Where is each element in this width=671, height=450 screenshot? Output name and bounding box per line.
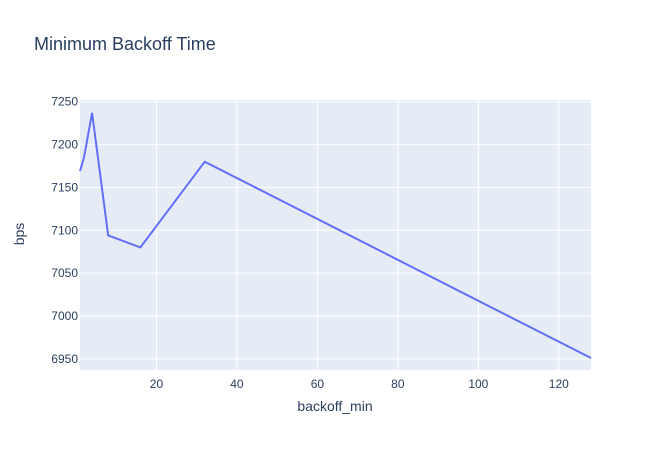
y-tick-label: 6950 bbox=[51, 352, 78, 366]
grid-lines bbox=[80, 100, 591, 370]
x-tick-label: 40 bbox=[230, 377, 244, 391]
y-tick-label: 7100 bbox=[51, 223, 78, 237]
x-axis-label: backoff_min bbox=[297, 398, 372, 414]
x-axis-ticks: 20 40 60 80 100 120 bbox=[150, 377, 569, 391]
series-line-bps bbox=[79, 112, 592, 359]
x-tick-label: 100 bbox=[468, 377, 488, 391]
x-tick-label: 80 bbox=[391, 377, 405, 391]
x-tick-label: 20 bbox=[150, 377, 164, 391]
x-tick-label: 60 bbox=[311, 377, 325, 391]
x-tick-label: 120 bbox=[549, 377, 569, 391]
y-tick-label: 7000 bbox=[51, 309, 78, 323]
chart-title: Minimum Backoff Time bbox=[34, 34, 216, 54]
y-tick-label: 7050 bbox=[51, 266, 78, 280]
y-tick-label: 7200 bbox=[51, 138, 78, 152]
y-tick-label: 7250 bbox=[51, 95, 78, 109]
y-tick-label: 7150 bbox=[51, 180, 78, 194]
y-axis-ticks: 6950 7000 7050 7100 7150 7200 7250 bbox=[51, 95, 78, 366]
y-axis-label: bps bbox=[11, 223, 27, 246]
